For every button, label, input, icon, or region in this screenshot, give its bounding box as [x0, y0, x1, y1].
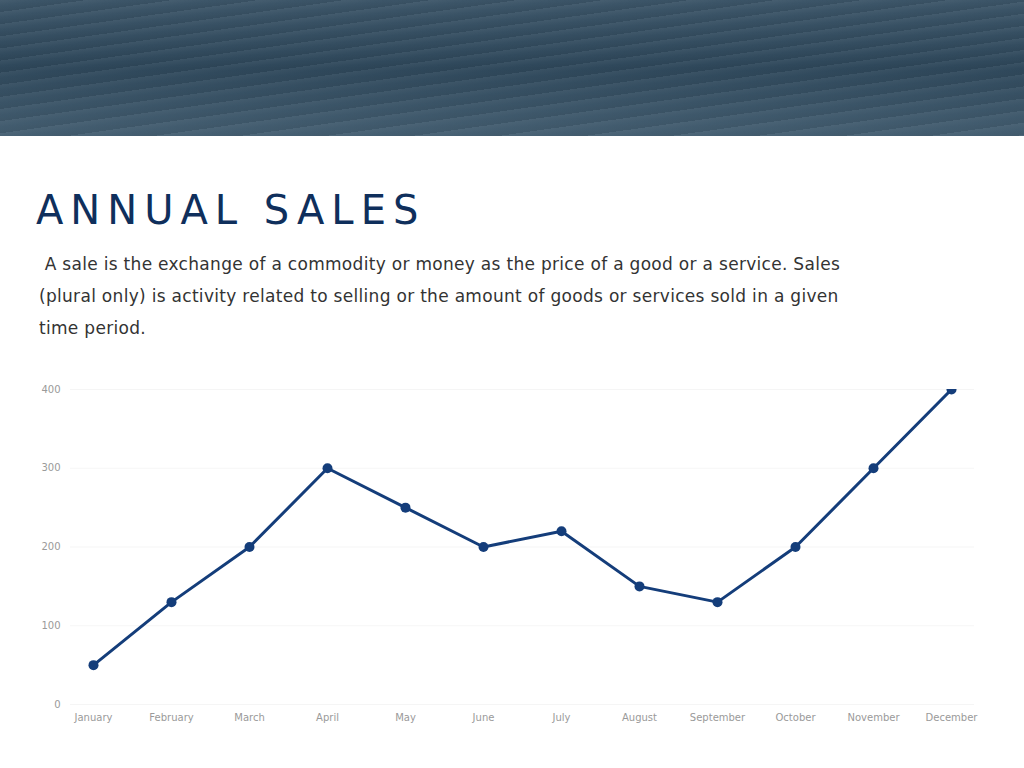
svg-text:May: May	[395, 712, 416, 723]
svg-text:February: February	[149, 712, 193, 723]
html-text:ANNUAL SALES: ANNUAL SALES	[36, 187, 426, 233]
svg-text:December: December	[926, 712, 979, 723]
svg-text:October: October	[775, 712, 816, 723]
svg-text:200: 200	[41, 541, 60, 552]
html-text:A sale is the exchange of a co: A sale is the exchange of a commodity or…	[39, 254, 846, 338]
svg-text:100: 100	[41, 620, 60, 631]
svg-text:November: November	[847, 712, 900, 723]
svg-text:400: 400	[41, 384, 60, 395]
svg-text:August: August	[622, 712, 657, 723]
svg-text:July: July	[552, 712, 571, 723]
svg-text:September: September	[690, 712, 746, 723]
svg-text:January: January	[74, 712, 113, 723]
svg-text:300: 300	[41, 462, 60, 473]
svg-text:0: 0	[54, 699, 60, 710]
svg-text:June: June	[472, 712, 495, 723]
svg-text:March: March	[234, 712, 264, 723]
svg-text:April: April	[316, 712, 339, 723]
